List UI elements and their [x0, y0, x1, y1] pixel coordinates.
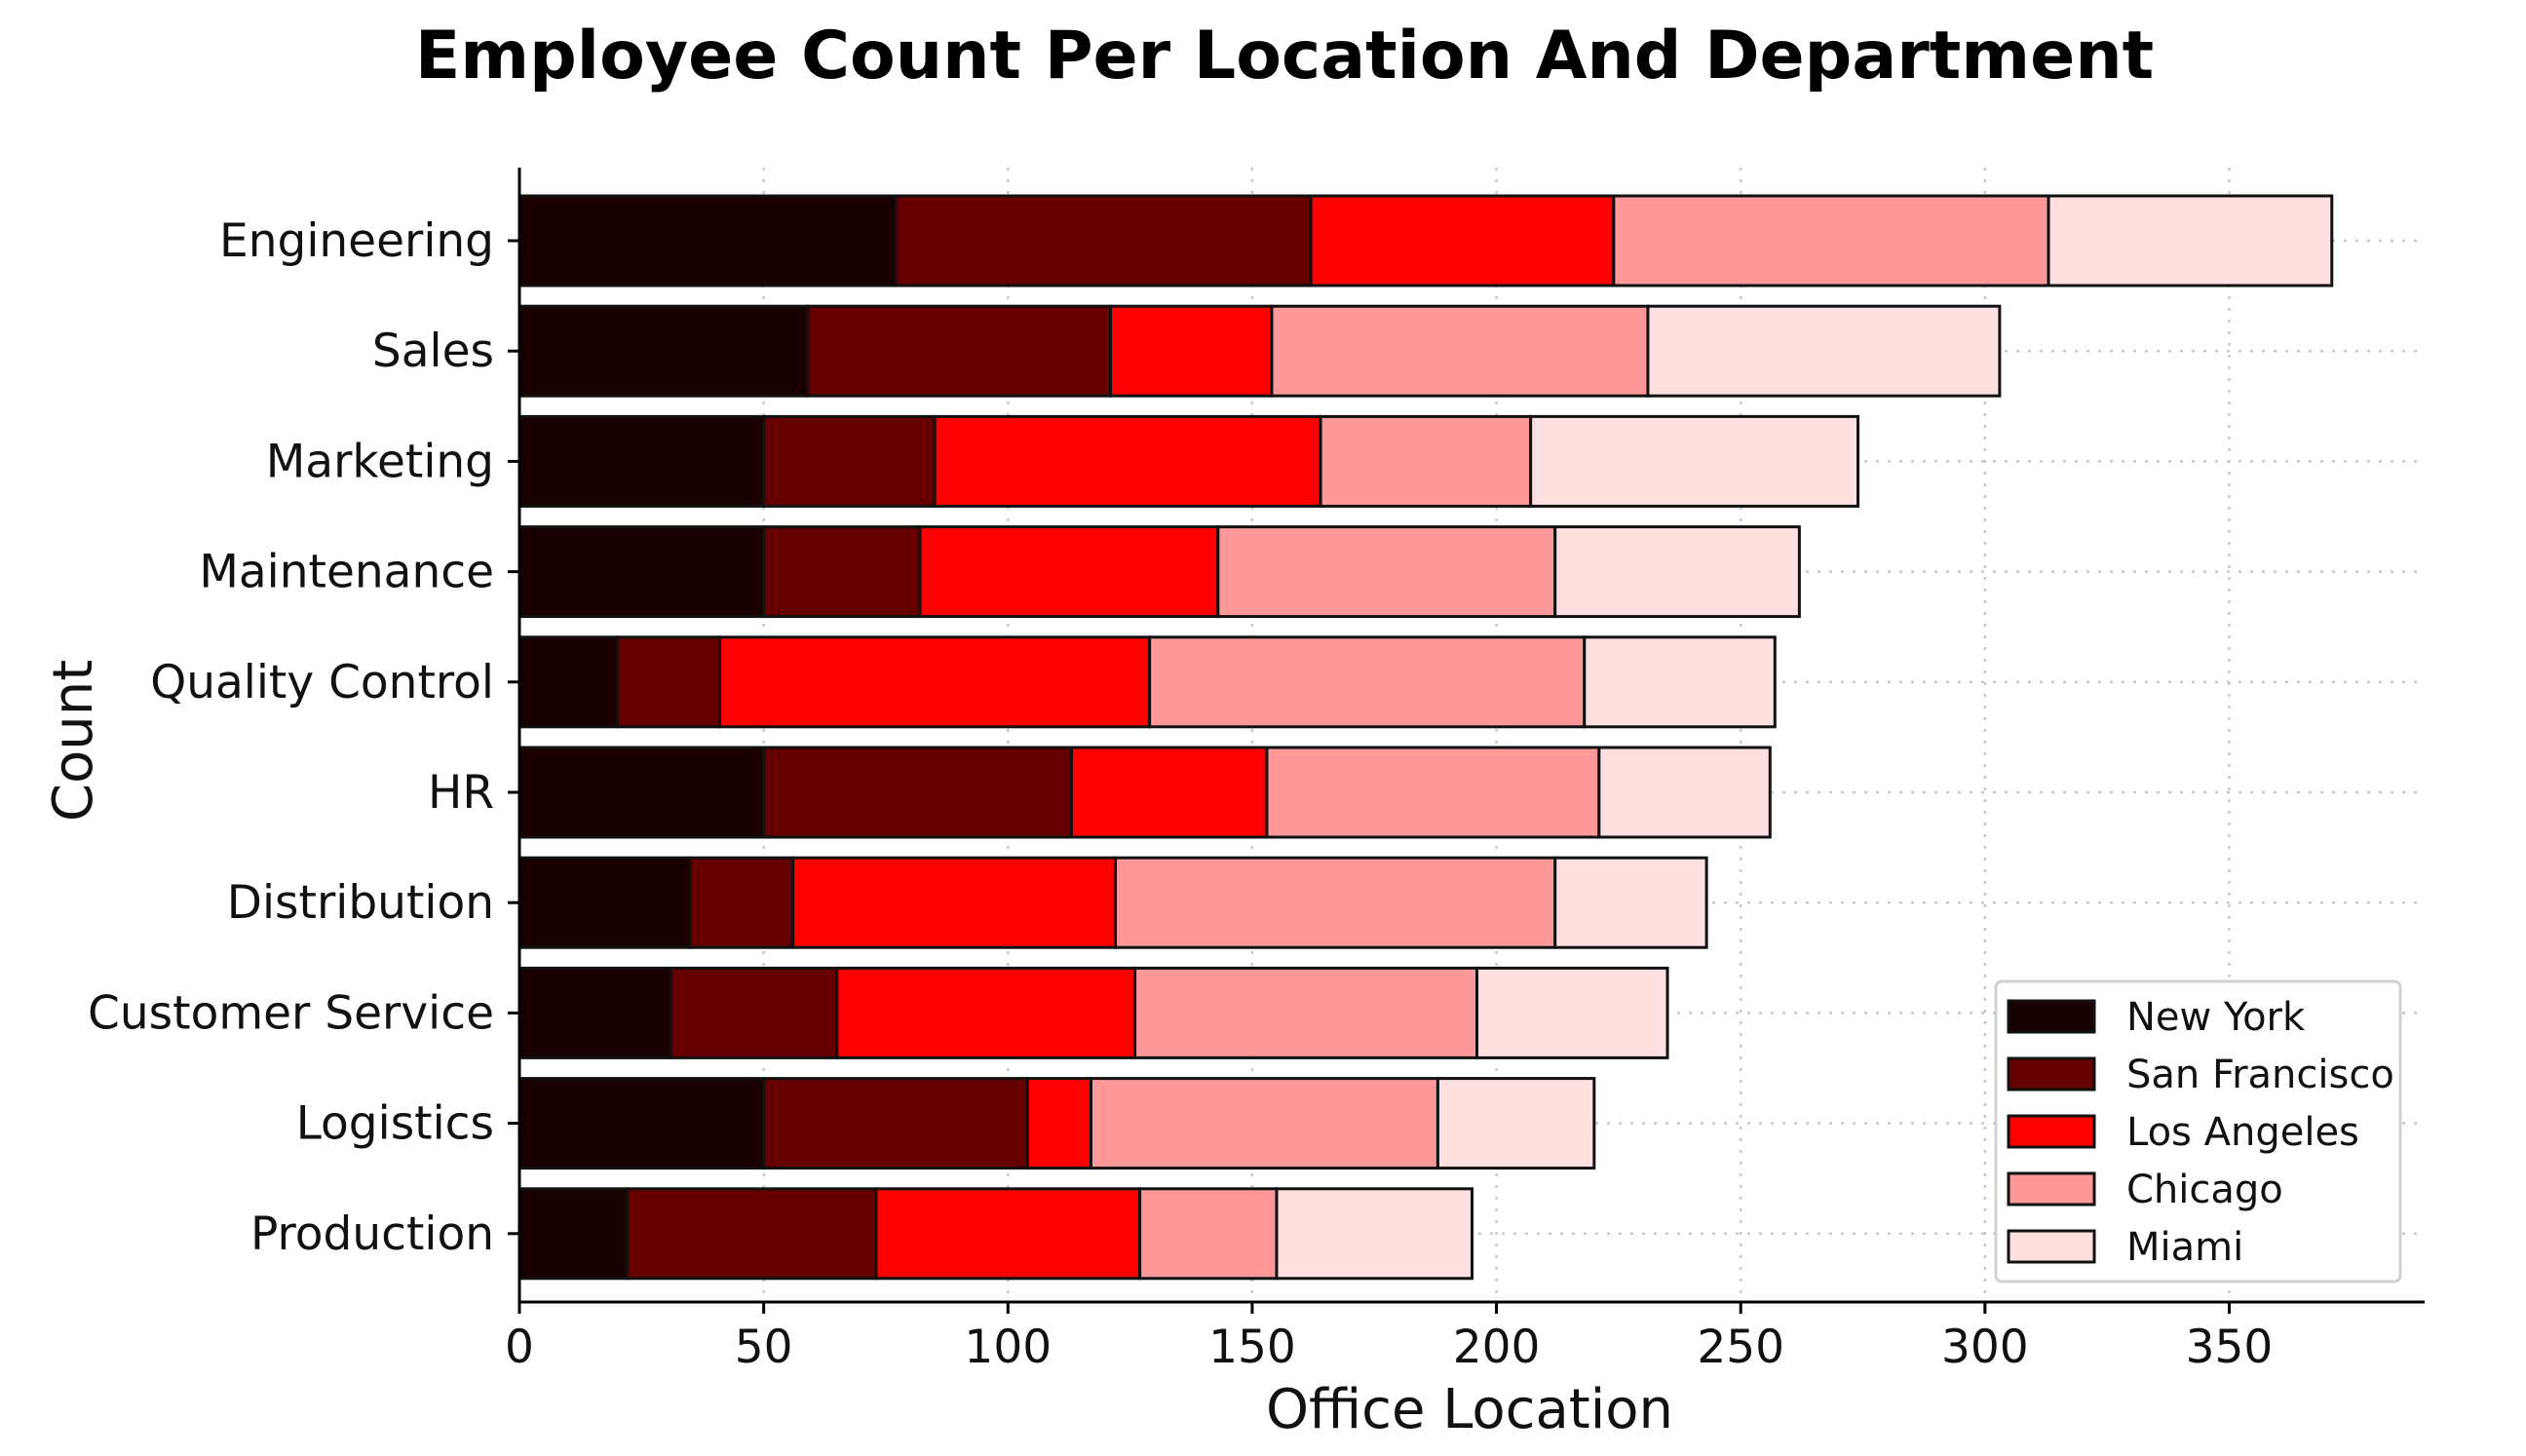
legend-swatch [2007, 999, 2096, 1034]
bar-segment [1475, 966, 1669, 1059]
bar-segment [1148, 635, 1587, 729]
bar-segment [615, 635, 722, 729]
bar-segment [1646, 304, 2002, 398]
bar-segment [1553, 525, 1801, 619]
bar-segment [1090, 1077, 1439, 1170]
legend-label: Los Angeles [2126, 1110, 2359, 1155]
x-tick-label: 300 [1941, 1321, 2029, 1374]
bar-segment [517, 304, 810, 398]
bar-segment [688, 856, 795, 949]
y-tick-label: HR [428, 766, 494, 820]
x-tick-label: 350 [2186, 1321, 2274, 1374]
bar-segment [1216, 525, 1557, 619]
y-axis-title: Count [42, 660, 105, 822]
bar-segment [1133, 966, 1479, 1059]
bar-segment [791, 856, 1118, 949]
bar-segment [1583, 635, 1777, 729]
x-axis-title: Office Location [1266, 1378, 1673, 1441]
y-tick-label: Customer Service [88, 986, 494, 1040]
legend-label: Chicago [2126, 1168, 2283, 1212]
bar-segment [1597, 746, 1772, 839]
y-tick-label: Distribution [227, 876, 494, 930]
bar-segment [762, 414, 937, 508]
bar-segment [1275, 1187, 1474, 1281]
legend-box [1994, 979, 2402, 1284]
bar-segment [1138, 1187, 1279, 1281]
bar-segment [517, 1077, 766, 1170]
bar-segment [718, 635, 1152, 729]
y-tick-label: Logistics [296, 1097, 494, 1151]
bar-segment [918, 525, 1220, 619]
legend-label: San Francisco [2126, 1053, 2394, 1097]
bar-segment [1553, 856, 1708, 949]
chart-title: Employee Count Per Location And Departme… [415, 18, 2154, 95]
y-tick-label: Engineering [219, 214, 494, 268]
legend-swatch [2007, 1056, 2096, 1092]
bar-segment [625, 1187, 878, 1281]
bar-segment [1529, 414, 1860, 508]
bar-segment [517, 414, 766, 508]
bar-segment [1612, 194, 2050, 287]
bar-segment [517, 194, 898, 287]
x-tick-label: 50 [735, 1321, 793, 1374]
bar-segment [517, 635, 619, 729]
bar-segment [1025, 1077, 1093, 1170]
bar-segment [1109, 304, 1274, 398]
bar-segment [517, 746, 766, 839]
bar-segment [894, 194, 1313, 287]
bar-segment [1270, 304, 1650, 398]
y-tick-label: Maintenance [199, 546, 494, 599]
legend-swatch [2007, 1114, 2096, 1149]
x-tick-label: 200 [1453, 1321, 1541, 1374]
legend-label: New York [2126, 995, 2306, 1040]
legend: New York San Francisco Los Angeles Chicago M… [1994, 979, 2402, 1284]
bar-segment [762, 746, 1073, 839]
bar-segment [762, 1077, 1029, 1170]
x-tick-label: 150 [1208, 1321, 1296, 1374]
bar-segment [2047, 194, 2334, 287]
bar-segment [517, 856, 692, 949]
y-tick-label: Sales [372, 325, 494, 378]
y-tick-label: Marketing [266, 435, 494, 488]
y-tick-label: Production [250, 1207, 494, 1261]
bar-segment [806, 304, 1113, 398]
bar-segment [1069, 746, 1269, 839]
x-tick-label: 0 [505, 1321, 534, 1374]
bar-segment [669, 966, 839, 1059]
x-tick-label: 100 [964, 1321, 1052, 1374]
bar-segment [1265, 746, 1601, 839]
legend-swatch [2007, 1171, 2096, 1207]
bar-segment [762, 525, 922, 619]
legend-label: Miami [2126, 1225, 2243, 1270]
bars-layer [517, 194, 2334, 1281]
bar-segment [517, 966, 672, 1059]
bar-segment [933, 414, 1322, 508]
bar-segment [1114, 856, 1557, 949]
bar-segment [1319, 414, 1533, 508]
bar-segment [874, 1187, 1142, 1281]
x-tick-label: 250 [1697, 1321, 1784, 1374]
axes-layer: 0 50 100 150 200 250 300 350 Engineering Sales Mar… [88, 168, 2425, 1374]
y-tick-label: Quality Control [150, 656, 494, 709]
bar-segment [517, 525, 766, 619]
bar-segment [835, 966, 1137, 1059]
bar-segment [1309, 194, 1616, 287]
bar-segment [1435, 1077, 1596, 1170]
bar-segment [517, 1187, 629, 1281]
legend-swatch [2007, 1229, 2096, 1264]
